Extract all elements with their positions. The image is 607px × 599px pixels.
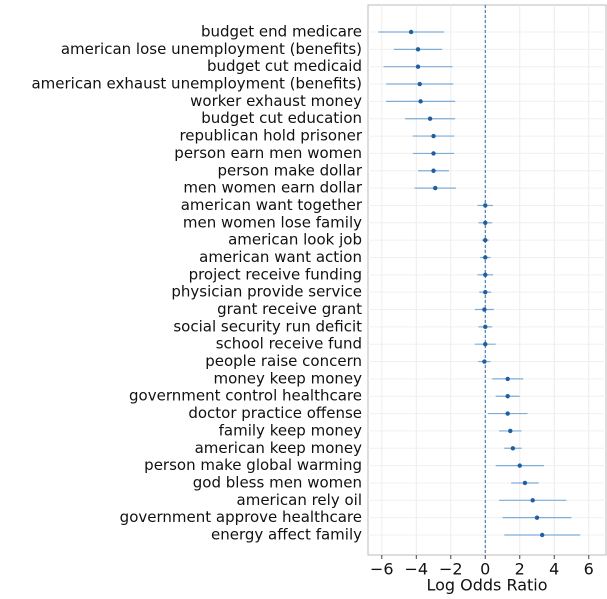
- y-tick-label: worker exhaust money: [190, 92, 362, 110]
- y-tick-label: american rely oil: [237, 491, 362, 509]
- y-tick-label: person earn men women: [174, 144, 362, 162]
- y-tick-label: money keep money: [214, 369, 363, 387]
- point: [522, 480, 528, 486]
- point: [483, 342, 488, 347]
- y-tick-label: family keep money: [219, 421, 362, 439]
- y-tick-label: person make dollar: [217, 161, 362, 179]
- point: [505, 376, 510, 382]
- x-axis-label: Log Odds Ratio: [426, 576, 547, 595]
- y-tick-label: school receive fund: [216, 335, 362, 353]
- point: [483, 203, 488, 208]
- point: [482, 307, 487, 312]
- y-tick-label: american want together: [181, 196, 363, 214]
- point: [483, 324, 488, 330]
- y-tick-label: energy affect family: [211, 526, 362, 544]
- point: [505, 394, 510, 399]
- y-tick-label: government approve healthcare: [120, 508, 362, 526]
- point: [483, 272, 488, 278]
- y-tick-label: budget cut education: [201, 109, 362, 127]
- x-tick-label: −6: [370, 560, 394, 579]
- y-tick-label: republican hold prisoner: [179, 127, 362, 145]
- point: [431, 133, 436, 139]
- point: [508, 428, 513, 434]
- x-tick-label: 4: [549, 560, 559, 579]
- point: [433, 185, 438, 191]
- point: [505, 411, 510, 416]
- point: [417, 81, 422, 87]
- x-tick-label: 6: [584, 560, 594, 579]
- plot-frame: [367, 4, 607, 556]
- point: [415, 47, 421, 52]
- point: [483, 289, 488, 295]
- y-tick-label: men women lose family: [183, 213, 362, 231]
- y-tick-label: american exhaust unemployment (benefits): [31, 75, 362, 93]
- y-tick-label: god bless men women: [193, 473, 362, 491]
- point: [483, 255, 488, 260]
- y-tick-label: budget cut medicaid: [207, 57, 362, 75]
- x-tick-label: 0: [480, 560, 490, 579]
- y-tick-label: grant receive grant: [217, 300, 362, 318]
- x-tick-label: 2: [515, 560, 525, 579]
- point: [539, 532, 545, 538]
- point: [517, 463, 522, 468]
- y-tick-label: american want action: [199, 248, 362, 266]
- y-tick-label: physician provide service: [171, 283, 362, 301]
- point: [431, 168, 436, 173]
- x-tick-label: −4: [404, 560, 428, 579]
- y-tick-label: government control healthcare: [129, 387, 362, 405]
- y-tick-label: american lose unemployment (benefits): [61, 40, 362, 58]
- point: [482, 359, 487, 364]
- y-tick-label: person make global warming: [144, 456, 362, 474]
- y-tick-label: american look job: [228, 231, 362, 249]
- y-tick-label: budget end medicare: [201, 23, 362, 41]
- y-tick-label: men women earn dollar: [183, 179, 363, 197]
- point: [408, 29, 414, 35]
- point: [431, 151, 436, 156]
- point: [530, 498, 535, 503]
- y-tick-label: doctor practice offense: [188, 404, 362, 422]
- point: [534, 515, 540, 520]
- point: [418, 99, 423, 104]
- y-tick-label: american keep money: [195, 439, 363, 457]
- y-tick-label: people raise concern: [205, 352, 362, 370]
- point: [510, 446, 516, 451]
- point: [415, 64, 421, 69]
- point: [483, 237, 488, 243]
- y-tick-label: social security run deficit: [173, 317, 362, 335]
- point: [427, 116, 433, 121]
- y-tick-label: project receive funding: [189, 265, 362, 283]
- point: [483, 220, 488, 225]
- x-tick-label: −2: [439, 560, 463, 579]
